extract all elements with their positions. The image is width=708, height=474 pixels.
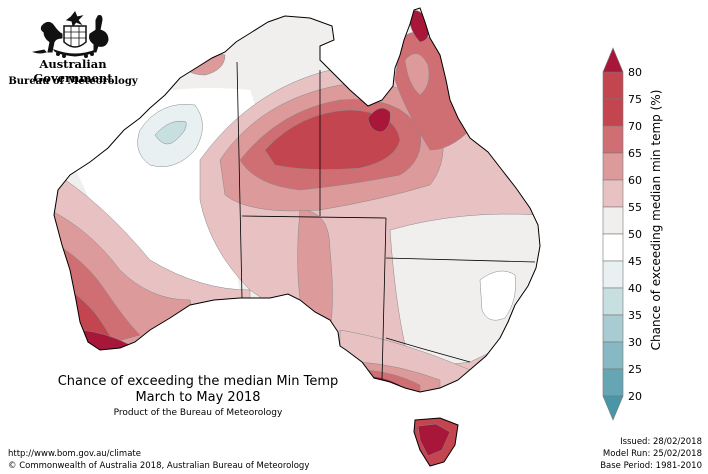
- legend-colorbar: 80 75 70 65 60 55 50 45 40 35 30 25 20: [602, 47, 642, 421]
- legend-min-arrow: [602, 395, 624, 421]
- legend-swatch: [602, 233, 624, 262]
- legend-swatch: [602, 260, 624, 289]
- legend-tick-label: 55: [628, 201, 642, 214]
- base-period: Base Period: 1981-2010: [600, 461, 702, 471]
- model-run-date: Model Run: 25/02/2018: [602, 449, 702, 459]
- map-title: Chance of exceeding the median Min Temp: [57, 374, 339, 389]
- legend-tick-label: 25: [628, 363, 642, 376]
- legend-tick-label: 40: [628, 282, 642, 295]
- legend-swatch: [602, 71, 624, 100]
- legend-max-arrow: [602, 47, 624, 73]
- state-borders: [236, 61, 536, 381]
- footer-copyright: © Commonwealth of Australia 2018, Austra…: [8, 461, 310, 471]
- legend-title-text: Chance of exceeding median min temp (%): [649, 89, 663, 351]
- legend-tick-label: 75: [628, 93, 642, 106]
- legend-swatch: [602, 314, 624, 343]
- coastline: [53, 7, 541, 393]
- legend-swatch: [602, 98, 624, 127]
- legend-swatch: [602, 341, 624, 370]
- legend-swatch: [602, 125, 624, 154]
- legend-tick-label: 20: [628, 390, 642, 403]
- coat-of-arms-logo: [32, 11, 109, 58]
- government-name: Australian Government: [33, 57, 113, 85]
- legend-swatch: [602, 206, 624, 235]
- legend-title: Chance of exceeding median min temp (%): [646, 60, 666, 380]
- legend-swatch: [602, 287, 624, 316]
- legend-swatch: [602, 368, 624, 397]
- legend-tick-label: 60: [628, 174, 642, 187]
- bureau-name: Bureau of Meteorology: [8, 76, 138, 87]
- legend-tick-label: 80: [628, 66, 642, 79]
- legend-swatch: [602, 179, 624, 208]
- map-product: Product of the Bureau of Meteorology: [113, 408, 283, 418]
- legend-tick-label: 35: [628, 309, 642, 322]
- legend-tick-label: 50: [628, 228, 642, 241]
- footer-url: http://www.bom.gov.au/climate: [8, 449, 141, 459]
- legend-tick-label: 30: [628, 336, 642, 349]
- legend-tick-label: 45: [628, 255, 642, 268]
- legend-tick-label: 65: [628, 147, 642, 160]
- issued-date: Issued: 28/02/2018: [620, 437, 702, 447]
- legend-tick-label: 70: [628, 120, 642, 133]
- map-period: March to May 2018: [135, 390, 261, 405]
- legend-swatch: [602, 152, 624, 181]
